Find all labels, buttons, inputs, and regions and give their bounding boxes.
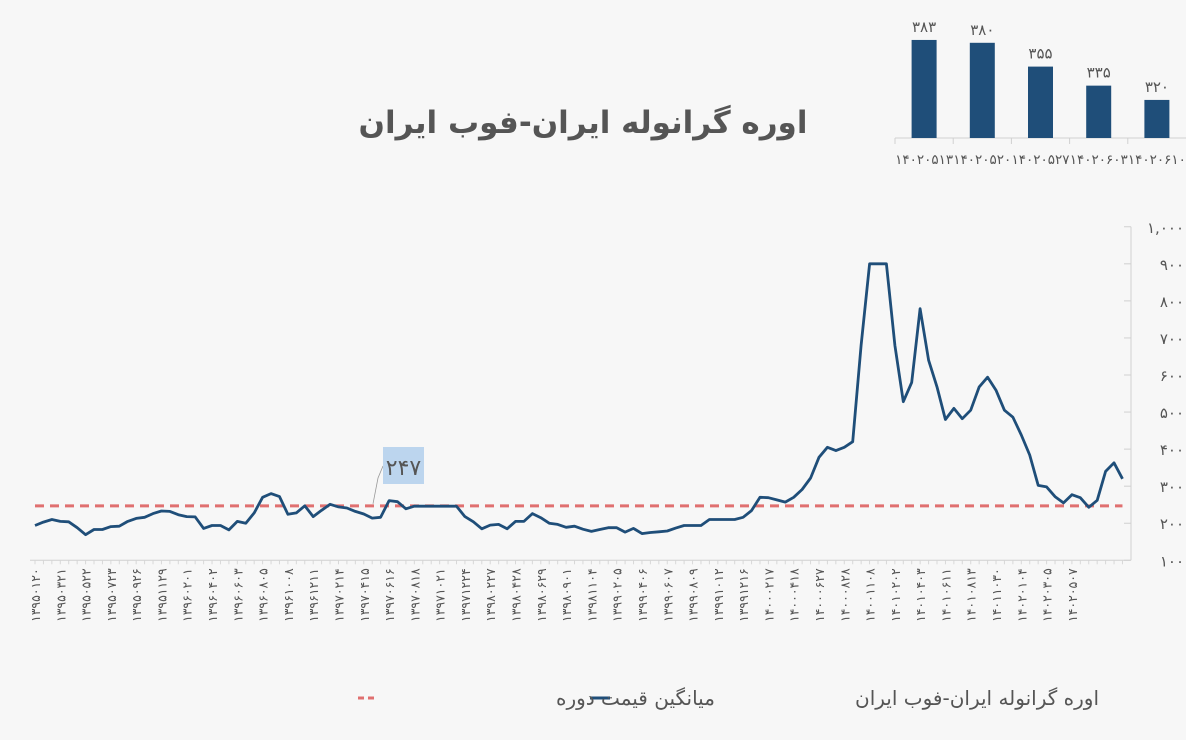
inset-category-label: ۱۴۰۲۰۵۱۳ [895,152,953,168]
inset-bar-data-label: ۳۵۵ [1028,45,1052,63]
x-tick-label: ۱۴۰۱۱۰۳۰ [989,568,1004,622]
x-tick-label: ۱۳۹۹۱۰۱۲ [711,568,726,622]
x-tick-label: ۱۳۹۷۱۰۲۱ [433,568,448,622]
x-tick-label: ۱۴۰۰۰۸۲۸ [837,568,852,622]
x-tick-label: ۱۳۹۵۰۹۲۶ [129,568,144,622]
x-tick-label: ۱۳۹۵۰۱۲۰ [28,568,43,622]
legend-label-series: اوره گرانوله ایران-فوب ایران [855,686,1099,710]
x-tick-label: ۱۳۹۵۰۵۲۲ [79,568,94,622]
x-tick-label: ۱۳۹۶۱۰۰۸ [281,568,296,622]
y-tick-label: ۲۰۰ [1160,515,1184,533]
inset-bar [1028,66,1053,138]
y-tick-label: ۷۰۰ [1160,330,1184,348]
x-tick-label: ۱۳۹۸۰۲۲۷ [483,568,498,622]
x-tick-label: ۱۳۹۸۰۹۰۱ [559,568,574,622]
x-tick-label: ۱۴۰۱۰۸۱۳ [964,568,979,622]
x-tick-label: ۱۳۹۵۰۳۲۱ [53,568,68,622]
legend-label-average: میانگین قیمت دوره [556,686,715,710]
inset-category-label: ۱۴۰۲۰۵۲۰ [953,152,1011,168]
y-tick-label: ۱,۰۰۰ [1147,219,1184,237]
annotation-box [383,447,424,484]
x-tick-label: ۱۳۹۶۰۸۰۵ [256,568,271,622]
plot-area: ۲۴۷ [34,262,1124,537]
inset-bar [911,39,937,138]
x-tick-label: ۱۳۹۵۱۱۲۹ [154,568,169,622]
x-tick-label: ۱۳۹۸۱۱۰۴ [584,568,599,622]
annotation-leader-line [372,465,384,504]
y-tick-label: ۸۰۰ [1160,293,1184,311]
x-tick-label: ۱۴۰۰۱۱۰۸ [863,568,878,622]
legend-item-series[interactable]: اوره گرانوله ایران-فوب ایران [590,686,1099,710]
x-tick-label: ۱۳۹۸۰۴۲۸ [509,568,524,622]
x-tick-label: ۱۴۰۰۰۶۲۷ [812,568,827,622]
inset-bar-data-label: ۳۳۵ [1087,64,1111,82]
x-axis: ۱۳۹۵۰۱۲۰ ۱۳۹۵۰۳۲۱ ۱۳۹۵۰۵۲۲ ۱۳۹۵۰۷۲۳ ۱۳۹۵۰۹۲۶… [28,559,1131,622]
y-tick-label: ۶۰۰ [1160,367,1184,385]
x-tick-label: ۱۴۰۲۰۱۰۴ [1014,568,1029,622]
x-tick-label: ۱۳۹۹۰۲۰۵ [610,568,625,622]
x-tick-label: ۱۳۹۷۰۴۱۵ [357,568,372,622]
x-tick-label: ۱۴۰۱۰۴۰۳ [913,568,928,622]
inset-bar-data-label: ۳۸۰ [970,21,994,39]
y-tick-label: ۱۰۰ [1160,552,1184,570]
legend-item-average[interactable]: میانگین قیمت دوره [358,686,715,710]
x-tick-label: ۱۳۹۶۰۶۰۳ [230,568,245,622]
x-tick-label: ۱۳۹۷۰۸۱۸ [407,568,422,622]
inset-category-label: ۱۴۰۲۰۶۱۰ [1128,152,1186,168]
x-tick-label: ۱۴۰۰۰۴۱۸ [787,568,802,622]
inset-category-label: ۱۴۰۲۰۵۲۷ [1011,152,1069,168]
x-tick-label: ۱۳۹۹۰۸۰۹ [686,568,701,622]
y-tick-label: ۴۰۰ [1160,441,1184,459]
x-tick-label: ۱۳۹۶۱۲۱۱ [306,568,321,622]
x-tick-label: ۱۳۹۶۰۴۰۲ [205,568,220,622]
x-tick-label: ۱۳۹۸۰۶۲۹ [534,568,549,622]
price-series-line [34,262,1124,537]
x-tick-label: ۱۴۰۲۰۳۰۵ [1040,568,1055,622]
inset-bar-chart: ۳۸۳ ۱۴۰۲۰۵۱۳ ۳۸۰ ۱۴۰۲۰۵۲۰ ۳۵۵ ۱۴۰۲۰۵۲۷ ۳۳۵ ۱۴۰۲… [894,18,1186,168]
y-tick-label: ۹۰۰ [1160,256,1184,274]
x-tick-label: ۱۳۹۶۰۲۰۱ [180,568,195,622]
x-tick-label: ۱۳۹۷۰۶۱۶ [382,568,397,622]
inset-bar [969,42,995,138]
inset-bar [1086,85,1112,138]
x-tick-label: ۱۴۰۰۰۲۱۷ [761,568,776,622]
x-tick-label: ۱۳۹۵۰۷۲۳ [104,568,119,622]
x-tick-label: ۱۳۹۹۱۲۱۶ [736,568,751,622]
x-tick-label: ۱۳۹۹۰۶۰۷ [660,568,675,622]
inset-category-label: ۱۴۰۲۰۶۰۳ [1070,152,1128,168]
x-tick-label: ۱۳۹۹۰۴۰۶ [635,568,650,622]
legend: اوره گرانوله ایران-فوب ایران میانگین قیم… [358,686,1099,710]
y-axis: ۱۰۰ ۲۰۰ ۳۰۰ ۴۰۰ ۵۰۰ ۶۰۰ ۷۰۰ ۸۰۰ ۹۰۰ ۱,۰۰۰ [1124,219,1184,570]
x-tick-label: ۱۴۰۲۰۵۰۷ [1065,568,1080,622]
x-tick-label: ۱۳۹۷۰۲۱۴ [331,568,346,622]
x-tick-label: ۱۴۰۱۰۶۱۱ [938,568,953,622]
annotation-label: ۲۴۷ [386,456,422,481]
x-tick-label: ۱۴۰۱۰۲۰۲ [888,568,903,622]
inset-bar [1144,99,1170,138]
inset-bar-data-label: ۳۸۳ [912,18,936,36]
chart-title: اوره گرانوله ایران-فوب ایران [359,104,808,141]
inset-bar-data-label: ۳۲۰ [1145,78,1169,96]
x-tick-label: ۱۳۹۷۱۲۲۴ [458,568,473,622]
y-tick-label: ۵۰۰ [1160,404,1184,422]
y-tick-label: ۳۰۰ [1160,478,1184,496]
